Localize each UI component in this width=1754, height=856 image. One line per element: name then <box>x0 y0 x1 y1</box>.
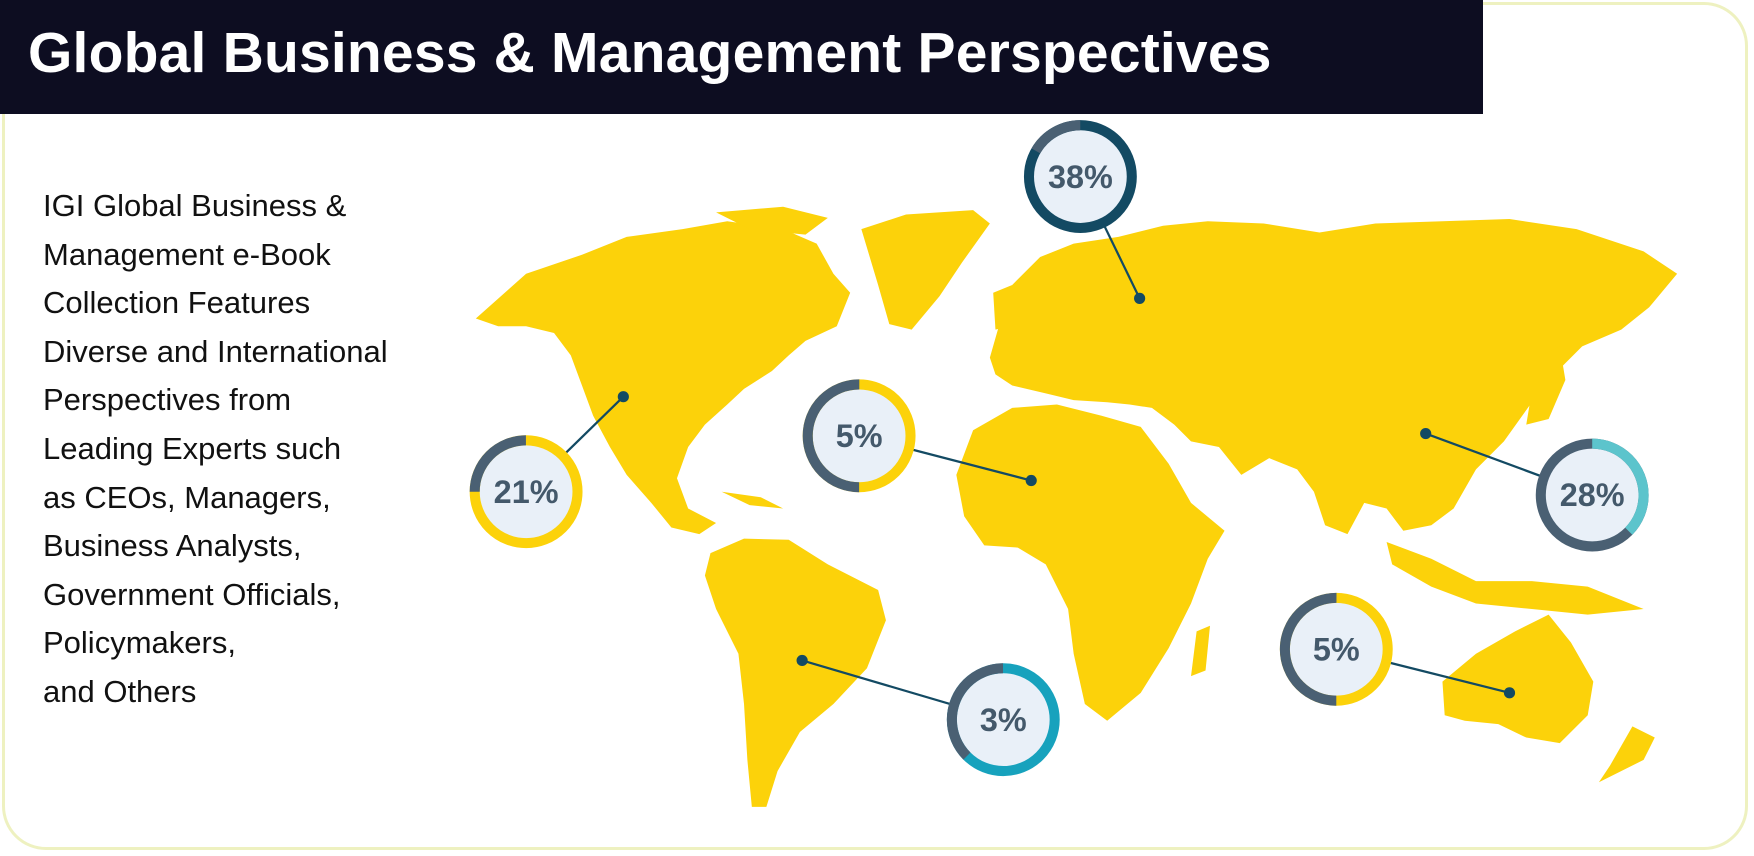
percent-label: 3% <box>980 702 1027 738</box>
donut-oceania: 5% <box>1279 592 1393 706</box>
ring-base <box>1023 120 1137 233</box>
location-dot <box>1420 428 1432 440</box>
arctic-islands <box>716 206 828 235</box>
donut-south-america: 3% <box>946 663 1060 777</box>
greenland <box>861 210 990 330</box>
percent-label: 28% <box>1560 477 1625 513</box>
new-zealand <box>1598 726 1655 783</box>
location-dot <box>796 654 808 667</box>
caribbean <box>721 491 784 509</box>
percent-label: 38% <box>1048 159 1113 195</box>
percent-label: 5% <box>1313 631 1360 667</box>
percent-label: 5% <box>836 418 883 454</box>
description: IGI Global Business & Management e-Book … <box>43 182 483 717</box>
location-dots <box>617 292 1516 699</box>
africa <box>956 404 1225 721</box>
description-line: and Others <box>43 673 197 709</box>
location-dot <box>1134 292 1146 304</box>
ring-segment <box>469 435 583 549</box>
ring-segment <box>946 663 1060 777</box>
description-line: Diverse and International <box>43 333 388 369</box>
donut-africa: 5% <box>802 379 916 493</box>
description-line: Management e-Book <box>43 236 331 272</box>
uk <box>993 284 1018 330</box>
location-dot <box>617 391 629 403</box>
page-title: Global Business & Management Perspective… <box>28 21 1272 85</box>
location-dot <box>1025 474 1037 487</box>
ring-segment <box>802 379 916 493</box>
north-america <box>475 221 851 535</box>
description-line: Collection Features <box>43 285 311 321</box>
ring-segment <box>1279 592 1393 706</box>
donut-europe: 38% <box>1023 120 1137 233</box>
description-line: as CEOs, Managers, <box>43 479 331 515</box>
ring-segment <box>1023 120 1137 233</box>
location-dot <box>1503 687 1516 699</box>
australia <box>1442 614 1594 744</box>
donut-north-america: 21% <box>469 435 583 549</box>
indonesia <box>1386 541 1644 615</box>
title-bar: Global Business & Management Perspective… <box>0 0 1483 114</box>
description-line: Leading Experts such <box>43 430 342 466</box>
donut-asia: 28% <box>1535 438 1649 552</box>
eurasia <box>989 219 1678 535</box>
description-line: Government Officials, <box>43 576 341 612</box>
description-line: Business Analysts, <box>43 528 302 564</box>
percent-label: 21% <box>494 474 559 510</box>
madagascar <box>1191 625 1211 677</box>
description-line: Perspectives from <box>43 382 292 418</box>
continents <box>475 206 1678 807</box>
south-america <box>704 538 886 807</box>
japan <box>1526 346 1566 425</box>
description-line: Policymakers, <box>43 625 236 661</box>
description-line: IGI Global Business & <box>43 188 347 223</box>
ring-segment <box>1535 438 1649 552</box>
